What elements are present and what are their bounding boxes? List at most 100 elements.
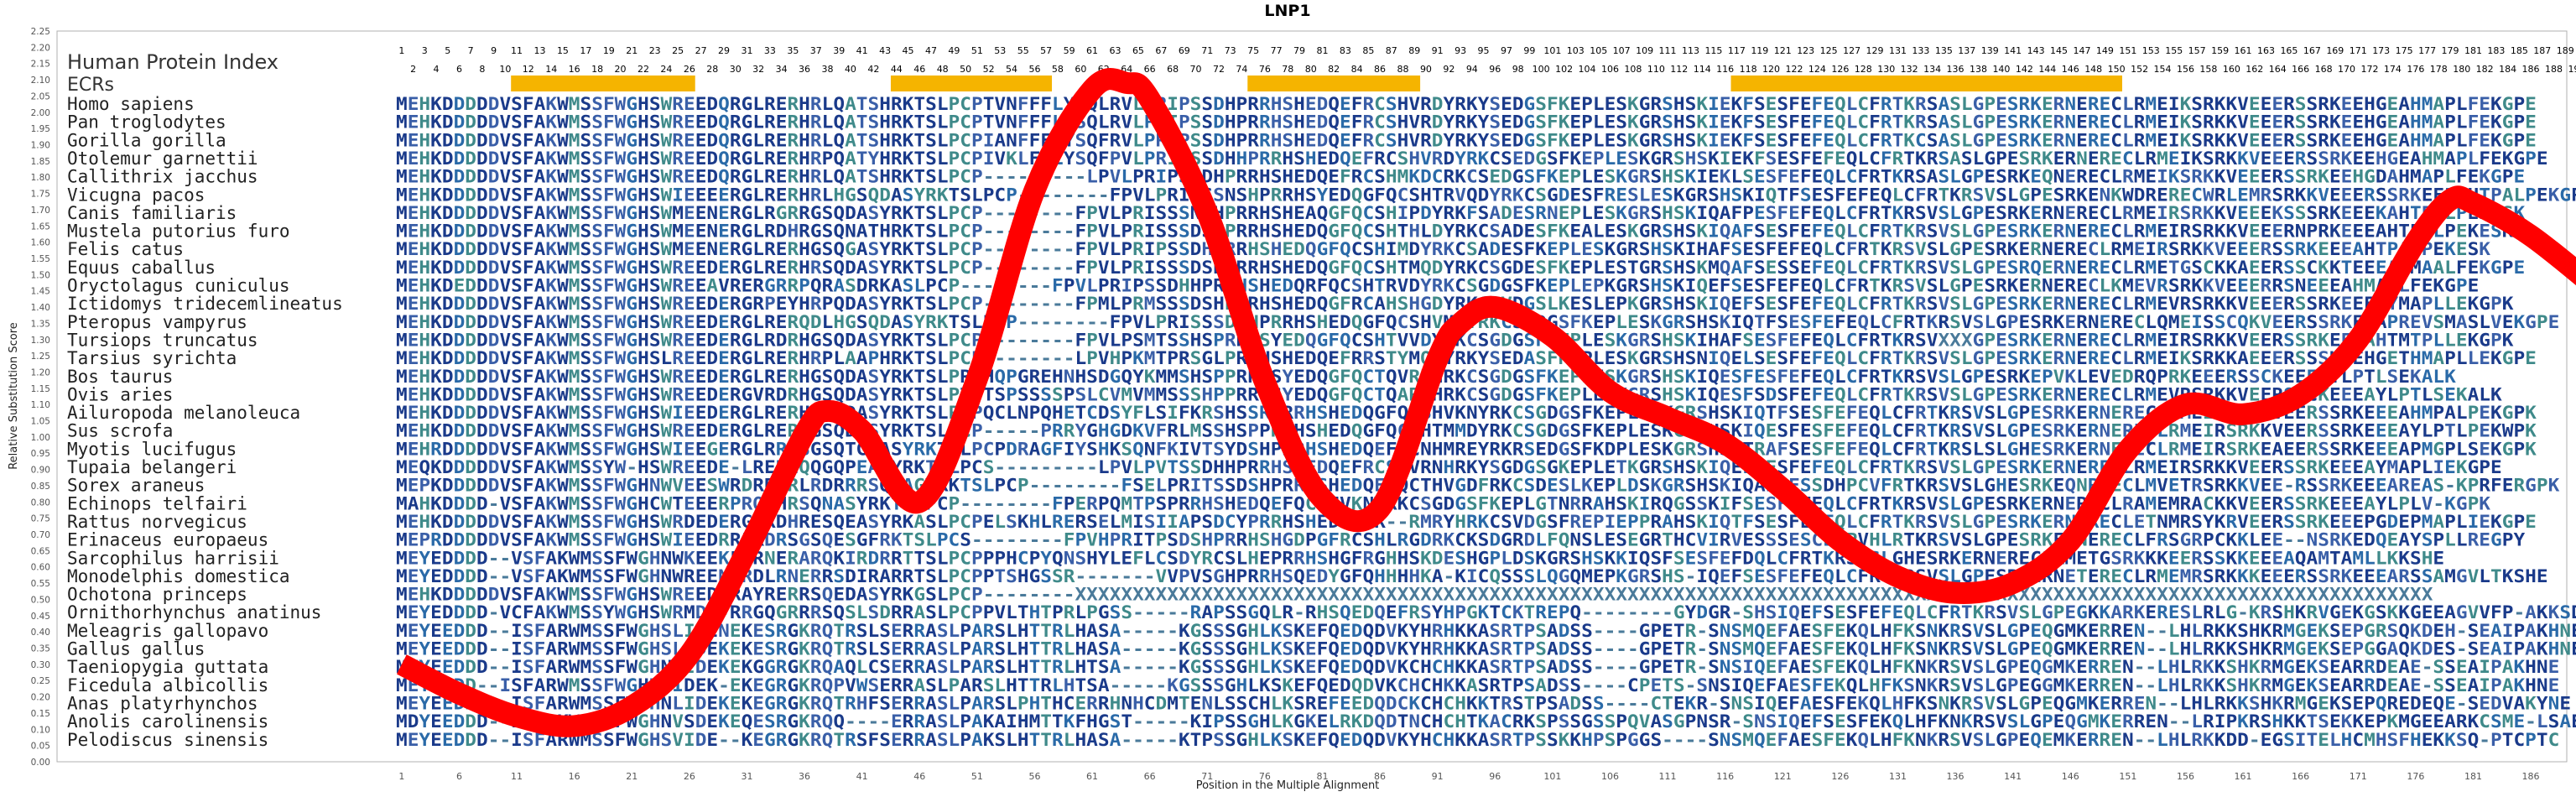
y-tick-label: 1.60 <box>31 238 50 248</box>
human-index-number: 131 <box>1889 45 1907 56</box>
residue: E <box>1512 148 1524 169</box>
residue: G <box>742 112 753 133</box>
residue: G <box>1984 148 1996 169</box>
species-name: Oryctolagus cuniculus <box>67 276 290 296</box>
residue: K <box>1903 130 1915 151</box>
residue: E <box>2479 348 2490 369</box>
residue: A <box>2433 112 2444 133</box>
residue: E <box>2272 94 2283 115</box>
residue: K <box>1466 112 1478 133</box>
residue: E <box>2261 112 2272 133</box>
residue: E <box>1501 94 1512 115</box>
residue: P <box>1179 112 1190 133</box>
residue: E <box>2548 312 2560 333</box>
human-index-number: 66 <box>1144 64 1156 75</box>
human-index-number: 157 <box>2188 45 2206 56</box>
species-name: Myotis lucifugus <box>67 439 237 459</box>
residue: P <box>2513 348 2525 369</box>
human-index-number: 159 <box>2211 45 2229 56</box>
human-index-number: 102 <box>1555 64 1573 75</box>
residue: P <box>1581 130 1593 151</box>
residue: M <box>569 148 580 169</box>
human-index-number: 22 <box>637 64 649 75</box>
residue: G <box>2376 112 2387 133</box>
residue: P <box>2513 130 2525 151</box>
y-tick-label: 0.60 <box>31 563 50 573</box>
residue: E <box>2341 130 2353 151</box>
human-index-number: 54 <box>1006 64 1017 75</box>
residue: R <box>891 112 903 133</box>
human-index-number: 38 <box>822 64 834 75</box>
human-index-number: 178 <box>2430 64 2448 75</box>
x-tick-label: 41 <box>856 771 868 782</box>
human-index-number: 51 <box>971 45 983 56</box>
residue: Q <box>1328 112 1340 133</box>
residue: F <box>523 94 534 115</box>
residue: K <box>2548 185 2560 206</box>
residue: G <box>2376 94 2387 115</box>
residue: R <box>1432 148 1444 169</box>
residue: S <box>1386 112 1397 133</box>
human-index-number: 117 <box>1728 45 1746 56</box>
residue: R <box>2318 130 2329 151</box>
residue: G <box>1973 94 1985 115</box>
x-tick-label: 56 <box>1028 771 1040 782</box>
residue: V <box>1420 148 1432 169</box>
residue: E <box>2249 130 2261 151</box>
species-name: Rattus norvegicus <box>67 512 247 532</box>
residue: D <box>1317 112 1329 133</box>
residue: S <box>591 112 603 133</box>
residue: H <box>1271 112 1283 133</box>
residue: E <box>2387 130 2399 151</box>
residue: E <box>1317 148 1329 169</box>
residue: L <box>1593 94 1605 115</box>
residue: S <box>1766 148 1777 169</box>
residue: F <box>603 148 615 169</box>
human-index-number: 91 <box>1432 45 1444 56</box>
residue: D <box>1317 130 1329 151</box>
residue: S <box>1386 130 1397 151</box>
human-index-number: 167 <box>2303 45 2321 56</box>
residue: P <box>2444 130 2456 151</box>
residue: E <box>1823 94 1834 115</box>
human-index-number: 2 <box>410 64 416 75</box>
residue: R <box>764 130 776 151</box>
residue: R <box>891 130 903 151</box>
residue: R <box>2134 130 2146 151</box>
residue: R <box>2283 94 2295 115</box>
human-index-number: 67 <box>1155 45 1167 56</box>
residue: V <box>1121 148 1132 169</box>
residue: G <box>2502 439 2514 460</box>
residue: G <box>1639 130 1651 151</box>
residue: L <box>752 94 764 115</box>
human-index-number: 30 <box>730 64 742 75</box>
human-index-number: 155 <box>2165 45 2183 56</box>
y-tick-label: 2.15 <box>31 60 50 70</box>
residue: T <box>1903 148 1915 169</box>
human-index-number: 58 <box>1052 64 1064 75</box>
residue: D <box>1512 94 1524 115</box>
residue: S <box>2295 130 2307 151</box>
y-tick-label: 1.65 <box>31 221 50 232</box>
residue: L <box>1593 112 1605 133</box>
residue: S <box>649 94 661 115</box>
residue: P <box>1236 94 1248 115</box>
residue: D <box>1512 130 1524 151</box>
residue: G <box>1973 112 1985 133</box>
residue: E <box>2272 112 2283 133</box>
human-index-number: 103 <box>1567 45 1585 56</box>
species-name: Erinaceus europaeus <box>67 530 268 550</box>
human-index-number: 136 <box>1947 64 1965 75</box>
human-index-number: 70 <box>1190 64 1202 75</box>
x-tick-label: 26 <box>684 771 695 782</box>
residue: E <box>1823 130 1834 151</box>
human-index-number: 121 <box>1774 45 1792 56</box>
residue: I <box>1708 130 1720 151</box>
residue: K <box>2490 94 2502 115</box>
residue: R <box>2053 130 2065 151</box>
residue: G <box>2376 130 2387 151</box>
ecr-bar <box>511 76 695 91</box>
residue: K <box>2030 130 2042 151</box>
human-index-number: 145 <box>2050 45 2068 56</box>
residue: E <box>695 130 707 151</box>
